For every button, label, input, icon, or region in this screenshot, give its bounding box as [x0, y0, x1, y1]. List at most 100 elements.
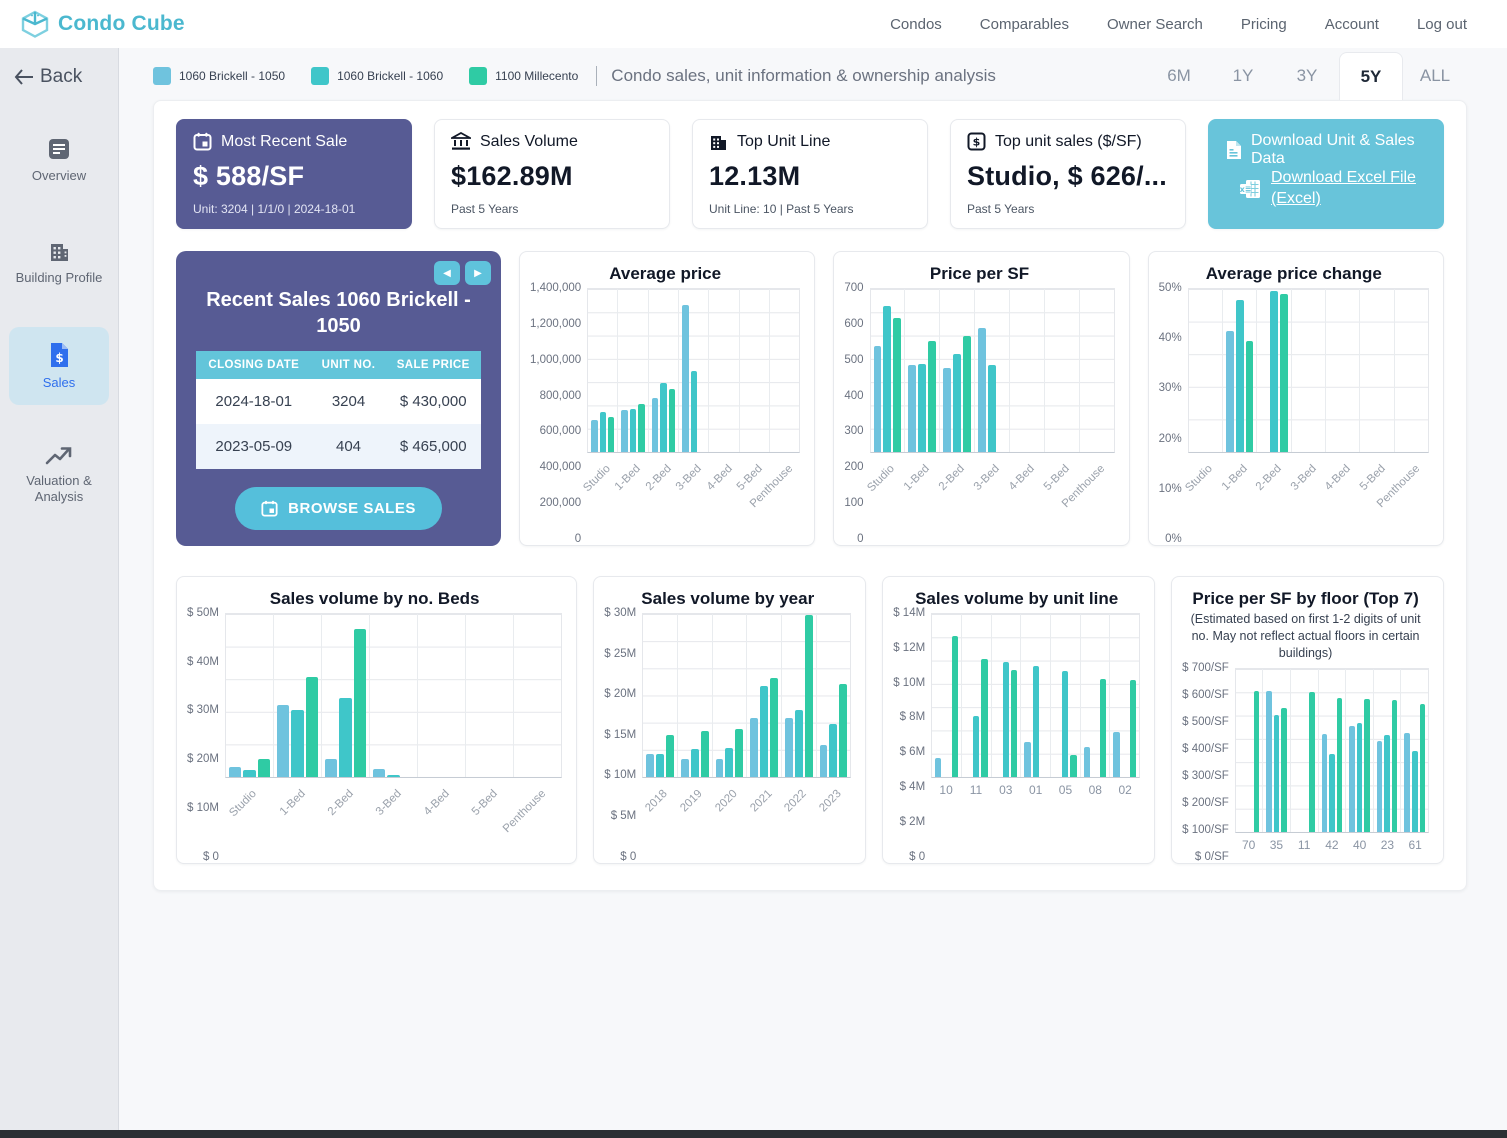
- tab-all[interactable]: ALL: [1419, 66, 1451, 85]
- condo-cube-logo-icon: [20, 9, 50, 39]
- bar-group: [618, 289, 649, 452]
- stat-value: $ 588/SF: [193, 161, 305, 191]
- stat-value: 12.13M: [709, 161, 801, 191]
- sidebar-item-overview[interactable]: Overview: [9, 122, 109, 198]
- bank-icon: [451, 132, 471, 151]
- prev-building-button[interactable]: ◀: [434, 261, 460, 285]
- nav-account[interactable]: Account: [1324, 15, 1379, 33]
- bar-group: [418, 614, 467, 777]
- nav-pricing[interactable]: Pricing: [1240, 15, 1287, 33]
- tab-6m[interactable]: 6M: [1167, 66, 1191, 85]
- bar: [277, 705, 290, 777]
- x-axis-label: 05: [1058, 783, 1073, 797]
- chart-subtitle: (Estimated based on first 1-2 digits of …: [1190, 612, 1421, 660]
- bar: [770, 678, 778, 777]
- bar: [1411, 750, 1418, 832]
- bar-group: [740, 289, 771, 452]
- x-axis-label: Studio: [581, 462, 613, 495]
- x-axis-label: Penthouse: [501, 787, 549, 836]
- nav-comparables[interactable]: Comparables: [979, 15, 1070, 33]
- x-axis-label: 3-Bed: [673, 462, 705, 493]
- bar-group: [709, 289, 740, 452]
- bar: [935, 758, 942, 777]
- bar: [629, 408, 637, 452]
- bar: [1245, 341, 1254, 452]
- bar: [599, 411, 607, 452]
- legend-chip-1060-brickell-1060: 1060 Brickell - 1060: [311, 67, 443, 85]
- bar-group: [1360, 289, 1395, 452]
- bar: [918, 363, 927, 452]
- x-axis-label: 4-Bed: [421, 787, 453, 818]
- toolbar: 1060 Brickell - 1050 1060 Brickell - 106…: [153, 52, 1467, 100]
- column-closing-date: Closing Date: [196, 351, 312, 379]
- x-axis-label: Penthouse: [1059, 462, 1108, 511]
- x-axis-label: 35: [1269, 837, 1284, 852]
- bar: [839, 683, 848, 777]
- plot-area: [642, 613, 852, 778]
- bar: [325, 758, 338, 777]
- back-arrow-icon: [14, 69, 34, 85]
- x-axis-label: 23: [1380, 837, 1395, 852]
- download-data-card[interactable]: Download Unit & Sales Data x≣ Download E…: [1208, 119, 1444, 229]
- bar: [668, 388, 676, 452]
- sidebar-item-building-profile[interactable]: Building Profile: [9, 224, 109, 300]
- browse-sales-button[interactable]: BROWSE SALES: [235, 487, 442, 530]
- x-axis-label: 2-Bed: [643, 462, 674, 493]
- column-unit-no: Unit No.: [311, 351, 386, 379]
- bar: [1309, 691, 1315, 832]
- bar: [829, 723, 838, 777]
- back-button[interactable]: Back: [14, 66, 82, 88]
- bar: [1349, 725, 1355, 832]
- bar: [373, 768, 386, 777]
- stat-sub: Unit Line: 10 | Past 5 Years: [709, 202, 854, 216]
- bar: [1273, 715, 1280, 832]
- bar: [951, 636, 958, 777]
- dollar-square-icon: $: [967, 132, 986, 151]
- sidebar-item-valuation-analysis[interactable]: Valuation & Analysis: [9, 431, 109, 520]
- plot-area: [224, 613, 563, 778]
- stat-sub: Past 5 Years: [451, 202, 519, 216]
- nav-logout[interactable]: Log out: [1416, 15, 1467, 33]
- bar-group: [1292, 289, 1326, 452]
- tab-1y[interactable]: 1Y: [1232, 66, 1254, 85]
- bar: [873, 346, 882, 452]
- bar: [1384, 735, 1390, 832]
- bar-group: [905, 289, 941, 452]
- page-title: Condo sales, unit information & ownershi…: [596, 66, 1147, 86]
- nav-condos[interactable]: Condos: [890, 15, 942, 33]
- brand: Condo Cube: [20, 9, 185, 39]
- x-axis-label: 3-Bed: [1288, 462, 1319, 493]
- bar: [893, 318, 902, 452]
- bar-group: [1010, 289, 1045, 452]
- bar: [1011, 669, 1018, 777]
- bar: [1129, 680, 1137, 777]
- tab-5y[interactable]: 5Y: [1339, 52, 1403, 100]
- sidebar: Back Overview Building Profile $ Sales V…: [0, 48, 119, 1130]
- x-axis-label: 40: [1352, 837, 1367, 852]
- next-building-button[interactable]: ▶: [465, 261, 491, 285]
- plot-area: [587, 288, 801, 453]
- bar: [981, 659, 988, 777]
- excel-file-icon: x≣: [1239, 179, 1261, 199]
- tab-3y[interactable]: 3Y: [1296, 66, 1318, 85]
- x-axis-label: 4-Bed: [1322, 462, 1354, 493]
- table-row: 2024-18-01 3204 $ 430,000: [215, 393, 467, 410]
- bar: [784, 718, 793, 777]
- bar: [1226, 331, 1234, 452]
- bar: [1404, 733, 1410, 832]
- x-axis-label: 1-Bed: [902, 462, 933, 493]
- bar: [908, 365, 917, 452]
- sidebar-item-sales[interactable]: $ Sales: [9, 326, 109, 405]
- bar: [928, 340, 937, 452]
- trend-arrow-icon: [45, 445, 73, 467]
- stat-card-top-unit-line: Top Unit Line 12.13M Unit Line: 10 | Pas…: [692, 119, 928, 229]
- x-axis-label: 3-Bed: [373, 787, 404, 818]
- bar: [1002, 661, 1010, 777]
- bar: [621, 410, 628, 452]
- recent-sales-table: Closing Date Unit No. Sale Price 2024-18…: [196, 351, 481, 469]
- plot-area: [1187, 288, 1429, 453]
- bar: [760, 685, 769, 777]
- download-excel-link[interactable]: Download Excel File (Excel): [1271, 169, 1416, 207]
- nav-owner-search[interactable]: Owner Search: [1107, 15, 1203, 33]
- bar-group: [1263, 668, 1291, 832]
